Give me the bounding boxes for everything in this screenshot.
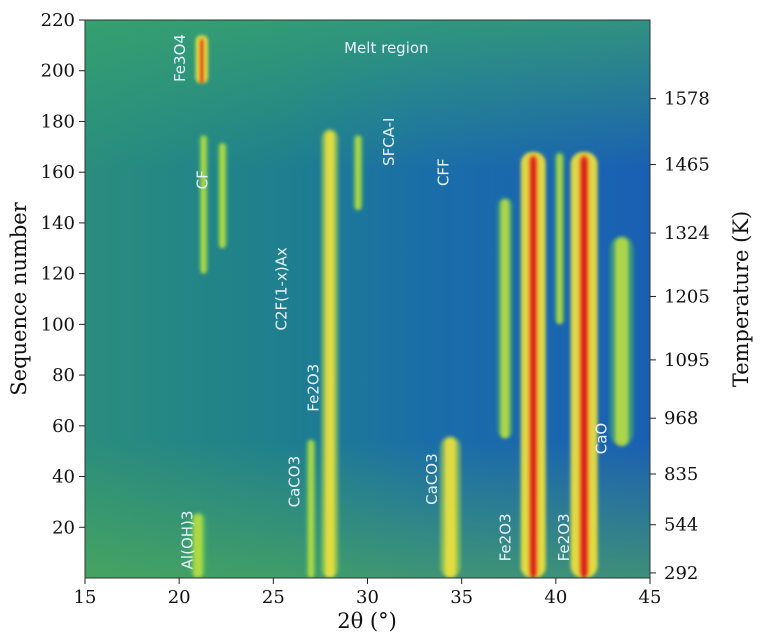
diffraction-band bbox=[189, 512, 207, 578]
diffraction-band bbox=[352, 134, 364, 211]
left-y-tick-label: 160 bbox=[41, 162, 75, 183]
x-axis-title: 2θ (°) bbox=[337, 609, 397, 633]
phase-label: C2F(1-x)Ax bbox=[273, 247, 291, 330]
x-tick-label: 15 bbox=[74, 587, 97, 608]
right-y-tick-label: 1578 bbox=[664, 89, 710, 110]
phase-label: Al(OH)3 bbox=[178, 511, 196, 570]
melt-region-haze bbox=[85, 20, 650, 170]
right-y-tick-label: 1465 bbox=[664, 155, 710, 176]
phase-label: CaCO3 bbox=[286, 456, 304, 508]
phase-label: Fe2O3 bbox=[555, 513, 573, 561]
left-y-tick-label: 80 bbox=[52, 365, 75, 386]
x-tick-label: 25 bbox=[262, 587, 285, 608]
diffraction-band bbox=[609, 235, 634, 447]
diffraction-band bbox=[570, 151, 598, 578]
phase-label: Fe2O3 bbox=[305, 364, 323, 412]
right-y-tick-label: 1324 bbox=[664, 223, 710, 244]
diffraction-band bbox=[440, 435, 461, 578]
left-y-axis-title: Sequence number bbox=[7, 201, 31, 395]
left-y-tick-label: 220 bbox=[41, 10, 75, 31]
diffraction-bands bbox=[189, 35, 634, 578]
left-y-tick-label: 100 bbox=[41, 314, 75, 335]
phase-label: SFCA-I bbox=[380, 118, 398, 166]
right-y-tick-label: 835 bbox=[664, 464, 698, 485]
low-temperature-haze bbox=[85, 440, 650, 578]
x-tick-label: 35 bbox=[450, 587, 473, 608]
left-y-tick-label: 120 bbox=[41, 264, 75, 285]
right-y-tick-label: 544 bbox=[664, 515, 698, 536]
right-y-tick-label: 1095 bbox=[664, 350, 710, 371]
phase-label: CaCO3 bbox=[423, 453, 441, 505]
phase-label: CFF bbox=[434, 158, 452, 186]
x-tick-label: 45 bbox=[639, 587, 662, 608]
right-y-tick-label: 292 bbox=[664, 563, 698, 584]
x-tick-label: 20 bbox=[168, 587, 191, 608]
left-y-tick-label: 200 bbox=[41, 61, 75, 82]
left-y-tick-label: 40 bbox=[52, 467, 75, 488]
left-y-tick-label: 60 bbox=[52, 416, 75, 437]
diffraction-band bbox=[305, 438, 317, 578]
left-y-tick-label: 140 bbox=[41, 213, 75, 234]
phase-label: Fe3O4 bbox=[171, 34, 189, 82]
right-y-axis-title: Temperature (K) bbox=[729, 211, 753, 387]
diffraction-band bbox=[554, 151, 565, 325]
phase-label: Fe2O3 bbox=[497, 513, 515, 561]
x-tick-label: 30 bbox=[356, 587, 379, 608]
diffraction-band bbox=[198, 134, 209, 274]
right-y-tick-label: 1205 bbox=[664, 286, 710, 307]
diffraction-band bbox=[217, 141, 228, 249]
phase-label: Melt region bbox=[344, 39, 428, 57]
phase-annotations: Fe3O4 Melt region SFCA-I CF CFF C2F(1-x)Ax Fe2… bbox=[171, 34, 611, 569]
plot-area: Fe3O4 Melt region SFCA-I CF CFF C2F(1-x)Ax Fe2… bbox=[85, 20, 650, 578]
diffraction-band bbox=[195, 35, 208, 84]
x-tick-label: 40 bbox=[544, 587, 567, 608]
left-y-tick-label: 20 bbox=[52, 517, 75, 538]
left-y-tick-label: 180 bbox=[41, 111, 75, 132]
diffraction-band bbox=[497, 197, 513, 439]
diffraction-band bbox=[520, 151, 546, 578]
axes: 15 20 25 30 35 40 45 20 40 60 80 100 120 140 160 180 200… bbox=[41, 10, 710, 608]
phase-label: CF bbox=[193, 170, 211, 189]
diffraction-band bbox=[321, 129, 339, 578]
right-y-tick-label: 968 bbox=[664, 408, 698, 429]
phase-label: CaO bbox=[593, 423, 611, 454]
